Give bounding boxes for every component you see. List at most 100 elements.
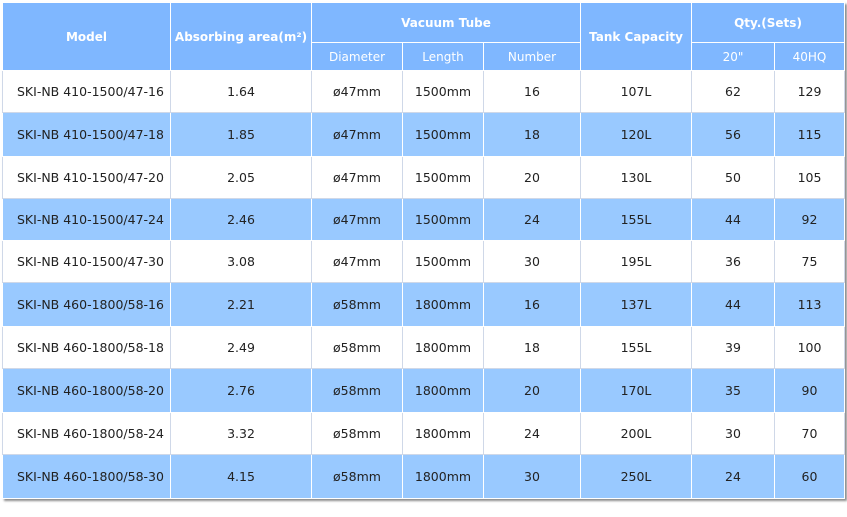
header-qty: Qty.(Sets)	[690, 2, 846, 43]
cell-model: SKI-NB 460-1800/58-30	[2, 454, 171, 499]
cell-number: 20	[483, 368, 581, 413]
cell-absorbing-area: 1.85	[170, 112, 312, 157]
cell-number: 24	[483, 198, 581, 241]
header-row: Model Absorbing area(m²) Vacuum Tube Tan…	[2, 2, 846, 71]
cell-tank-capacity: 155L	[580, 198, 692, 241]
cell-model: SKI-NB 410-1500/47-18	[2, 112, 171, 157]
cell-qty-20: 36	[691, 240, 775, 283]
cell-model: SKI-NB 460-1800/58-18	[2, 326, 171, 369]
table-row: SKI-NB 460-1800/58-18 2.49 ø58mm 1800mm 18 15…	[2, 326, 846, 369]
cell-absorbing-area: 4.15	[170, 454, 312, 499]
header-qty-40hq: 40HQ	[773, 42, 846, 71]
cell-tank-capacity: 130L	[580, 156, 692, 199]
cell-absorbing-area: 3.32	[170, 412, 312, 455]
cell-absorbing-area: 2.49	[170, 326, 312, 369]
cell-number: 24	[483, 412, 581, 455]
cell-qty-20: 56	[691, 112, 775, 157]
cell-diameter: ø58mm	[311, 326, 403, 369]
cell-diameter: ø47mm	[311, 240, 403, 283]
cell-diameter: ø47mm	[311, 156, 403, 199]
table-row: SKI-NB 410-1500/47-20 2.05 ø47mm 1500mm 20 13…	[2, 156, 846, 199]
cell-diameter: ø58mm	[311, 454, 403, 499]
cell-diameter: ø58mm	[311, 412, 403, 455]
cell-qty-20: 50	[691, 156, 775, 199]
cell-number: 18	[483, 326, 581, 369]
header-vacuum-tube: Vacuum Tube	[311, 2, 581, 43]
cell-tank-capacity: 155L	[580, 326, 692, 369]
cell-length: 1800mm	[402, 412, 484, 455]
cell-length: 1500mm	[402, 198, 484, 241]
cell-model: SKI-NB 460-1800/58-20	[2, 368, 171, 413]
cell-qty-20: 44	[691, 198, 775, 241]
header-model: Model	[2, 2, 171, 71]
cell-tank-capacity: 200L	[580, 412, 692, 455]
table-row: SKI-NB 410-1500/47-16 1.64 ø47mm 1500mm 16 10…	[2, 70, 846, 113]
header-absorbing-area: Absorbing area(m²)	[170, 2, 312, 71]
cell-tank-capacity: 195L	[580, 240, 692, 283]
table-row: SKI-NB 410-1500/47-30 3.08 ø47mm 1500mm 30 19…	[2, 240, 846, 283]
cell-qty-20: 44	[691, 282, 775, 327]
cell-number: 30	[483, 240, 581, 283]
cell-length: 1800mm	[402, 282, 484, 327]
cell-qty-40hq: 113	[773, 282, 846, 327]
cell-length: 1500mm	[402, 112, 484, 157]
cell-qty-40hq: 70	[773, 412, 846, 455]
cell-model: SKI-NB 410-1500/47-24	[2, 198, 171, 241]
spec-table: Model Absorbing area(m²) Vacuum Tube Tan…	[2, 2, 846, 499]
cell-diameter: ø58mm	[311, 368, 403, 413]
cell-qty-20: 30	[691, 412, 775, 455]
cell-length: 1800mm	[402, 454, 484, 499]
table-body: SKI-NB 410-1500/47-16 1.64 ø47mm 1500mm 16 10…	[2, 70, 846, 499]
cell-number: 16	[483, 70, 581, 113]
cell-number: 20	[483, 156, 581, 199]
cell-tank-capacity: 107L	[580, 70, 692, 113]
table-row: SKI-NB 460-1800/58-30 4.15 ø58mm 1800mm 30 25…	[2, 454, 846, 499]
cell-length: 1500mm	[402, 70, 484, 113]
cell-tank-capacity: 170L	[580, 368, 692, 413]
cell-length: 1500mm	[402, 156, 484, 199]
header-number: Number	[483, 42, 581, 71]
cell-qty-40hq: 60	[773, 454, 846, 499]
cell-number: 18	[483, 112, 581, 157]
cell-diameter: ø47mm	[311, 198, 403, 241]
cell-qty-20: 24	[691, 454, 775, 499]
cell-qty-40hq: 115	[773, 112, 846, 157]
cell-diameter: ø58mm	[311, 282, 403, 327]
cell-tank-capacity: 250L	[580, 454, 692, 499]
cell-qty-20: 35	[691, 368, 775, 413]
cell-qty-20: 62	[691, 70, 775, 113]
cell-model: SKI-NB 410-1500/47-20	[2, 156, 171, 199]
cell-model: SKI-NB 460-1800/58-24	[2, 412, 171, 455]
cell-qty-40hq: 105	[773, 156, 846, 199]
cell-absorbing-area: 2.05	[170, 156, 312, 199]
table-row: SKI-NB 410-1500/47-24 2.46 ø47mm 1500mm 24 15…	[2, 198, 846, 241]
table-row: SKI-NB 460-1800/58-24 3.32 ø58mm 1800mm 24 20…	[2, 412, 846, 455]
cell-length: 1500mm	[402, 240, 484, 283]
cell-diameter: ø47mm	[311, 112, 403, 157]
cell-absorbing-area: 1.64	[170, 70, 312, 113]
cell-tank-capacity: 120L	[580, 112, 692, 157]
cell-absorbing-area: 2.21	[170, 282, 312, 327]
cell-model: SKI-NB 410-1500/47-16	[2, 70, 171, 113]
header-diameter: Diameter	[311, 42, 403, 71]
cell-absorbing-area: 2.46	[170, 198, 312, 241]
table-row: SKI-NB 460-1800/58-20 2.76 ø58mm 1800mm 20 17…	[2, 368, 846, 413]
header-qty-20: 20"	[691, 42, 775, 71]
cell-length: 1800mm	[402, 368, 484, 413]
cell-diameter: ø47mm	[311, 70, 403, 113]
cell-qty-40hq: 90	[773, 368, 846, 413]
cell-absorbing-area: 2.76	[170, 368, 312, 413]
cell-absorbing-area: 3.08	[170, 240, 312, 283]
cell-qty-40hq: 100	[773, 326, 846, 369]
cell-tank-capacity: 137L	[580, 282, 692, 327]
cell-qty-40hq: 129	[773, 70, 846, 113]
table-row: SKI-NB 410-1500/47-18 1.85 ø47mm 1500mm 18 12…	[2, 112, 846, 157]
header-length: Length	[402, 42, 484, 71]
subheader-row: Diameter Length Number 20" 40HQ	[3, 42, 846, 71]
cell-qty-20: 39	[691, 326, 775, 369]
cell-model: SKI-NB 460-1800/58-16	[2, 282, 171, 327]
cell-qty-40hq: 92	[773, 198, 846, 241]
cell-number: 16	[483, 282, 581, 327]
cell-qty-40hq: 75	[773, 240, 846, 283]
cell-length: 1800mm	[402, 326, 484, 369]
